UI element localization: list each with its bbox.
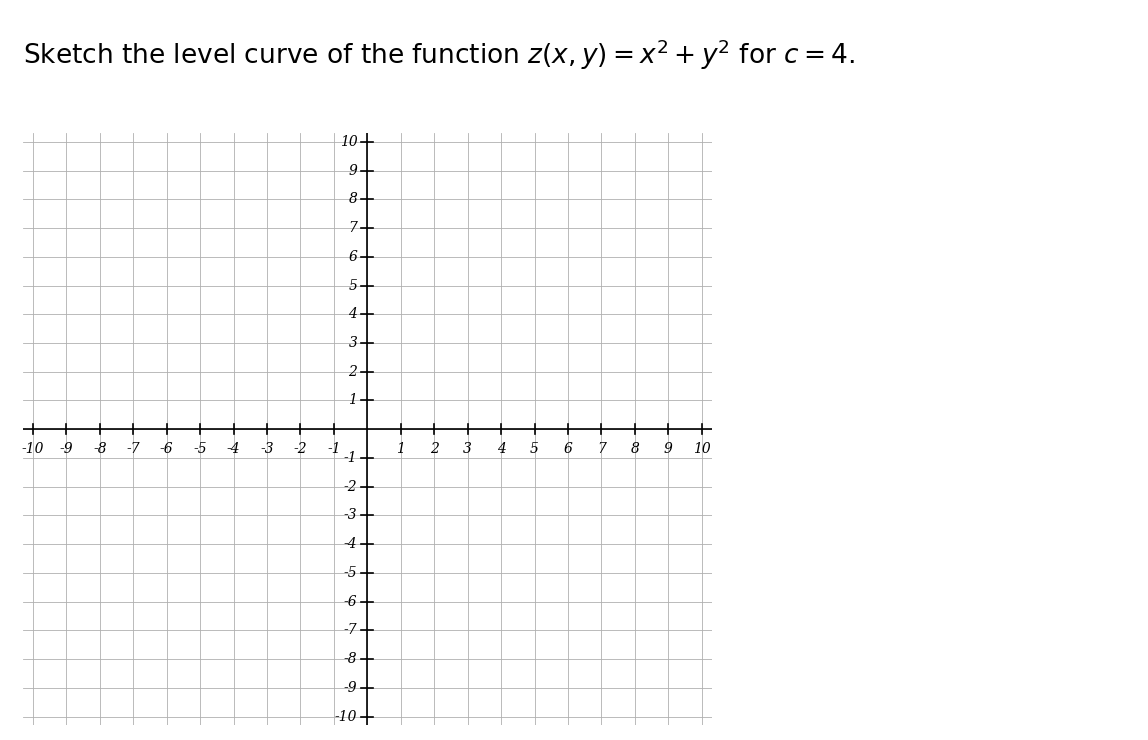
Text: 5: 5: [530, 442, 538, 456]
Text: 10: 10: [340, 135, 357, 149]
Text: -5: -5: [343, 566, 357, 580]
Text: 5: 5: [349, 278, 357, 292]
Text: -1: -1: [327, 442, 341, 456]
Text: -5: -5: [193, 442, 207, 456]
Text: 8: 8: [349, 192, 357, 206]
Text: 8: 8: [630, 442, 639, 456]
Text: -8: -8: [343, 652, 357, 666]
Text: 7: 7: [349, 221, 357, 235]
Text: 10: 10: [693, 442, 711, 456]
Text: -7: -7: [126, 442, 140, 456]
Text: 6: 6: [564, 442, 573, 456]
Text: 9: 9: [349, 164, 357, 178]
Text: -2: -2: [294, 442, 308, 456]
Text: -6: -6: [343, 595, 357, 608]
Text: 1: 1: [349, 394, 357, 408]
Text: 2: 2: [429, 442, 439, 456]
Text: 6: 6: [349, 250, 357, 263]
Text: 7: 7: [597, 442, 606, 456]
Text: -4: -4: [227, 442, 240, 456]
Text: -7: -7: [343, 623, 357, 637]
Text: -10: -10: [22, 442, 45, 456]
Text: 2: 2: [349, 365, 357, 379]
Text: 4: 4: [497, 442, 505, 456]
Text: -9: -9: [60, 442, 73, 456]
Text: 1: 1: [396, 442, 405, 456]
Text: 3: 3: [464, 442, 472, 456]
Text: -4: -4: [343, 537, 357, 551]
Text: -6: -6: [160, 442, 173, 456]
Text: 4: 4: [349, 307, 357, 321]
Text: 9: 9: [664, 442, 673, 456]
Text: -3: -3: [261, 442, 274, 456]
Text: -1: -1: [343, 451, 357, 465]
Text: -3: -3: [343, 508, 357, 522]
Text: -2: -2: [343, 480, 357, 494]
Text: 3: 3: [349, 336, 357, 350]
Text: -8: -8: [93, 442, 107, 456]
Text: -10: -10: [335, 710, 357, 724]
Text: -9: -9: [343, 681, 357, 695]
Text: Sketch the level curve of the function $z(x, y) = x^2 + y^2$ for $c = 4$.: Sketch the level curve of the function $…: [23, 37, 855, 72]
